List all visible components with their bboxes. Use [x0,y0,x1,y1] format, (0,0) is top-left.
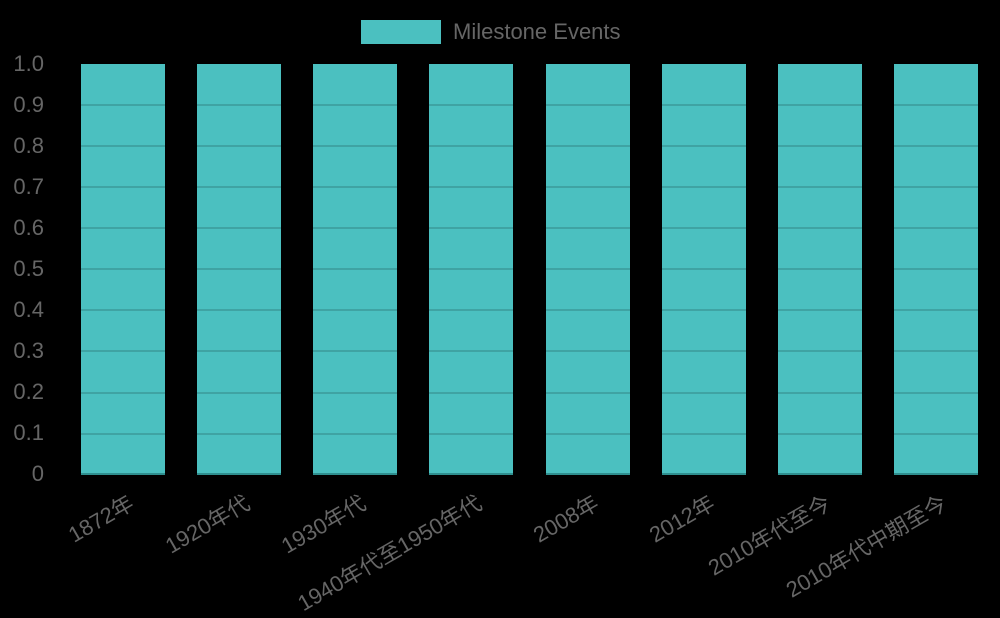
x-tick: 1872年 [64,490,138,548]
bar-mid-2010s-present[interactable] [894,64,978,475]
gridline [81,350,978,352]
y-tick: 0.3 [13,338,44,363]
y-tick: 0.2 [13,379,44,404]
legend-label: Milestone Events [453,19,621,44]
x-tick: 2012年 [645,490,719,548]
gridline [81,104,978,106]
gridline [81,268,978,270]
bar-2008[interactable] [546,64,630,475]
y-tick: 0.1 [13,420,44,445]
gridline [81,145,978,147]
x-tick: 1930年代 [277,490,370,559]
y-tick: 0.8 [13,133,44,158]
legend[interactable]: Milestone Events [361,19,621,45]
gridline [81,433,978,435]
bar-1872[interactable] [81,64,165,475]
y-tick: 0.4 [13,297,44,322]
bar-1930s[interactable] [313,64,397,475]
gridline [81,392,978,394]
y-tick: 1.0 [13,51,44,76]
bar-2012[interactable] [662,64,746,475]
gridline [81,186,978,188]
bar-1940s-1950s[interactable] [429,64,513,475]
bar-1920s[interactable] [197,64,281,475]
y-tick: 0.7 [13,174,44,199]
bar-2010s-present[interactable] [778,64,862,475]
x-tick: 2008年 [529,490,603,548]
y-tick: 0.5 [13,256,44,281]
y-tick: 0.9 [13,92,44,117]
y-tick: 0 [31,461,44,486]
legend-swatch [361,20,441,44]
y-tick: 0.6 [13,215,44,240]
x-tick: 1920年代 [161,490,254,559]
gridline [81,227,978,229]
gridline [81,309,978,311]
